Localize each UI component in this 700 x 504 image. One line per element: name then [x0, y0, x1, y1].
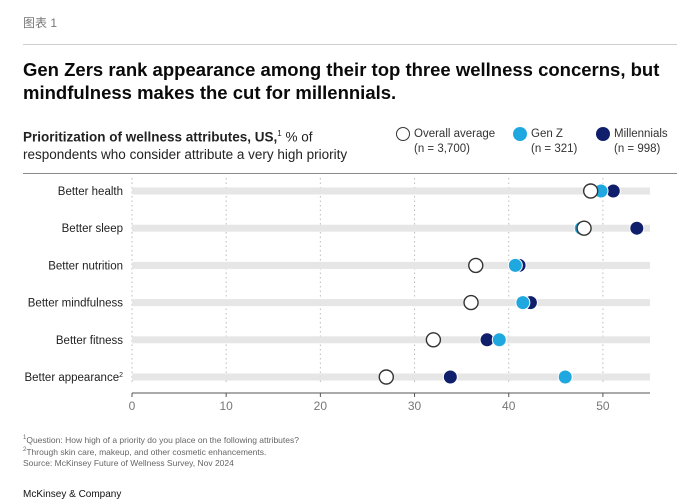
category-label: Better mindfulness: [28, 298, 123, 310]
footnote-source: Source: McKinsey Future of Wellness Surv…: [23, 457, 234, 468]
row-track: [132, 224, 650, 232]
row-track: [132, 299, 650, 307]
x-tick-label: 50: [596, 399, 610, 413]
category-label: Better fitness: [56, 335, 123, 347]
genz-dot: [491, 332, 507, 348]
legend-millennials-label: Millennials: [614, 128, 668, 140]
legend-overall-marker: [396, 127, 410, 141]
legend-overall-label: Overall average: [414, 128, 496, 140]
footnotes: 1Question: How high of a priority do you…: [23, 433, 299, 468]
legend-genz-marker: [513, 127, 527, 141]
subtitle-footnote-mark: 1: [277, 129, 282, 138]
overall-dot: [468, 257, 484, 274]
genz-dot: [515, 295, 531, 311]
genz-dot: [557, 369, 573, 385]
millennials-dot: [442, 369, 458, 385]
category-label: Better sleep: [62, 223, 123, 235]
brand-logo-text: McKinsey & Company: [23, 489, 122, 500]
chart-top-divider: [23, 173, 677, 174]
x-tick-label: 30: [408, 399, 422, 413]
subtitle-bold: Prioritization of wellness attributes, U…: [23, 129, 278, 145]
chart-headline: Gen Zers rank appearance among their top…: [23, 59, 660, 103]
legend-genz-n: (n = 321): [531, 143, 578, 155]
category-label: Better nutrition: [48, 260, 123, 272]
overall-dot: [463, 294, 479, 311]
chart-subtitle: Prioritization of wellness attributes, U…: [23, 125, 383, 163]
category-label: Better health: [58, 186, 123, 198]
x-tick-label: 40: [502, 399, 516, 413]
x-tick-label: 10: [220, 399, 234, 413]
row-track: [132, 187, 650, 195]
x-tick-label: 0: [129, 399, 136, 413]
millennials-dot: [629, 220, 645, 236]
legend-genz-label: Gen Z: [531, 128, 563, 140]
genz-dot: [507, 257, 523, 273]
legend-millennials-n: (n = 998): [614, 143, 661, 155]
footnote-1: 1Question: How high of a priority do you…: [23, 434, 299, 445]
legend-overall-n: (n = 3,700): [414, 143, 470, 155]
row-track: [132, 261, 650, 269]
overall-dot: [425, 332, 442, 348]
category-label: Better appearance2: [24, 372, 123, 384]
subtitle-rest: % of respondents who consider attribute …: [23, 129, 348, 162]
footnote-2: 2Through skin care, makeup, and other co…: [23, 447, 267, 458]
top-divider: [23, 44, 677, 45]
legend-millennials-marker: [596, 127, 610, 141]
overall-dot: [378, 369, 394, 385]
overall-dot: [576, 220, 592, 236]
x-tick-label: 20: [314, 399, 328, 413]
overall-dot: [582, 183, 599, 199]
figure-label: 图表 1: [23, 16, 58, 30]
row-track: [132, 336, 650, 344]
dot-plot: 0 10 20 30 40 50 Better health Better sleep Bett…: [24, 178, 650, 413]
